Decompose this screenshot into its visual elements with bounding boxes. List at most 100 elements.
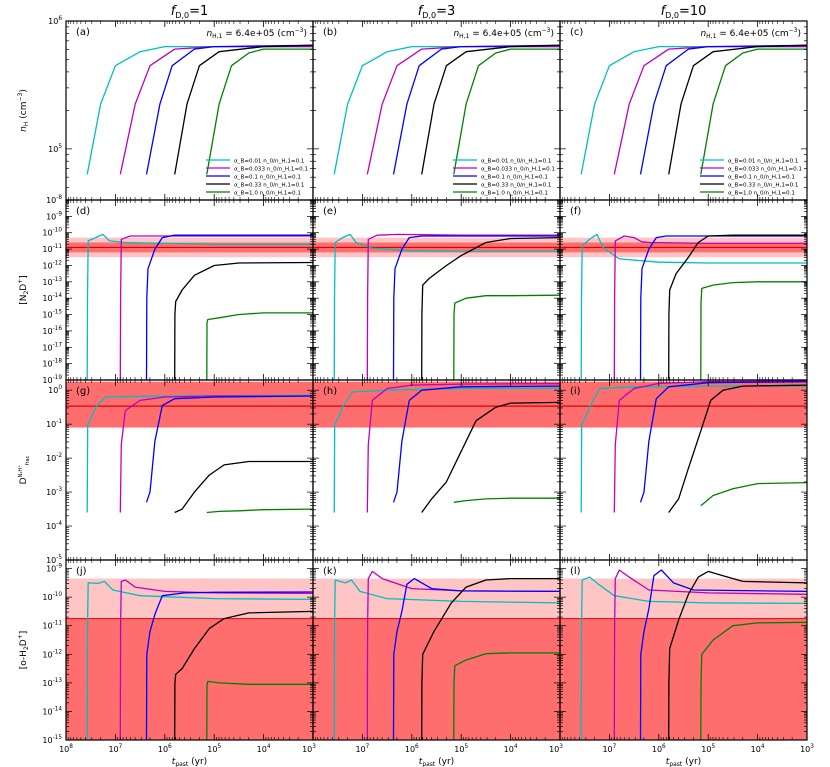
panel-frame (312, 199, 561, 381)
line-n2dp-2-1 (392, 235, 560, 381)
panel-label: (c) (570, 27, 583, 38)
line-n2dp-1-2 (613, 235, 807, 381)
line-oh2dp-4-0 (206, 680, 313, 741)
line-oh2dp-0-1 (333, 579, 561, 741)
panel-label: (k) (323, 566, 337, 577)
x-tick-label: 107 (108, 744, 122, 754)
legend-label: α_B=0.01 n_0/n_H,1=0.1 (234, 159, 305, 165)
legend-label: α_B=0.1 n_0/n_H,1=0.1 (234, 175, 301, 181)
y-tick-label: 10-17 (42, 342, 62, 352)
panel-label: (f) (570, 206, 581, 217)
line-oh2dp-2-2 (639, 569, 808, 741)
x-tick-label: 105 (207, 744, 221, 754)
column-title: fD,0=1 (171, 4, 209, 20)
x-tick-label: 104 (257, 744, 271, 754)
line-nh-1-1 (366, 45, 560, 175)
nh1-annotation: nH,1 = 6.4e+05 (cm−3) (206, 27, 307, 40)
y-tick-label: 10-18 (42, 359, 62, 369)
line-oh2dp-1-2 (613, 569, 808, 741)
y-tick-label: 10-11 (42, 621, 62, 631)
y-axis-label: DN₂H⁺frac (18, 455, 31, 484)
line-dfrac-4-0 (206, 508, 314, 514)
legend-label: α_B=0.33 n_0/n_H,1=0.1 (728, 183, 799, 189)
column-title: fD,0=10 (661, 4, 707, 20)
line-nh-3-0 (174, 44, 314, 175)
line-dfrac-4-2 (700, 481, 808, 507)
y-tick-label: 10-19 (42, 375, 62, 385)
y-tick-label: 10-14 (42, 706, 62, 716)
observation-bands (66, 237, 807, 740)
line-nh-1-2 (613, 45, 807, 175)
line-dfrac-3-2 (668, 384, 808, 513)
x-axis-label: tpast (yr) (419, 757, 454, 767)
line-nh-1-0 (119, 45, 313, 175)
line-n2dp-0-2 (580, 233, 807, 381)
x-tick-label: 108 (59, 744, 73, 754)
y-tick-label: 10-10 (42, 228, 62, 238)
y-axis-label-text: nH (cm−3) (17, 89, 30, 132)
x-tick-label: 105 (701, 744, 715, 754)
line-dfrac-3-0 (174, 460, 313, 514)
y-axis-label: [N2D+] (17, 275, 30, 305)
x-tick-label: 107 (355, 744, 369, 754)
panel-label: (h) (323, 386, 337, 397)
band-dfrac (66, 381, 313, 428)
panel-label: (b) (323, 27, 337, 38)
y-tick-label: 10-10 (42, 592, 62, 602)
legend-label: α_B=0.033 n_0/n_H,1=0.1 (728, 167, 802, 173)
line-nh-2-1 (392, 44, 561, 175)
line-oh2dp-3-2 (668, 570, 808, 741)
y-tick-label: 10-8 (46, 195, 62, 205)
nh1-annotation: nH,1 = 6.4e+05 (cm−3) (453, 27, 554, 40)
axes (65, 20, 808, 741)
y-axis-label: nH (cm−3) (17, 89, 30, 132)
panel-label: (j) (76, 566, 87, 577)
line-dfrac-1-0 (119, 395, 313, 513)
legend-label: α_B=1.0 n_0/n_H,1=0.1 (234, 191, 301, 197)
x-tick-label: 103 (800, 744, 814, 754)
line-nh-2-2 (639, 44, 808, 175)
line-n2dp-3-2 (668, 234, 807, 381)
line-n2dp-1-1 (366, 233, 560, 381)
y-tick-label: 10-11 (42, 244, 62, 254)
panel-label: (e) (323, 206, 337, 217)
band-light-oh2dp (560, 578, 807, 619)
legend-label: α_B=0.33 n_0/n_H,1=0.1 (234, 183, 305, 189)
y-axis-label-text: DN₂H⁺frac (18, 455, 31, 484)
line-oh2dp-0-0 (86, 580, 314, 741)
panel-frame (559, 199, 808, 381)
line-nh-2-0 (145, 44, 314, 175)
line-dfrac-2-1 (392, 385, 561, 503)
line-oh2dp-3-0 (174, 610, 314, 741)
panel-label: (g) (76, 386, 90, 397)
y-tick-label: 105 (48, 144, 62, 154)
line-n2dp-1-0 (119, 235, 313, 381)
x-tick-label: 104 (751, 744, 765, 754)
panel-label: (d) (76, 206, 90, 217)
legend-label: α_B=0.033 n_0/n_H,1=0.1 (481, 167, 555, 173)
line-n2dp-2-0 (145, 234, 313, 381)
legend-label: α_B=0.1 n_0/n_H,1=0.1 (481, 175, 548, 181)
x-tick-label: 105 (454, 744, 468, 754)
y-tick-label: 10-15 (42, 310, 62, 320)
y-tick-label: 10-3 (46, 487, 62, 497)
line-oh2dp-0-2 (580, 576, 808, 741)
data-series (86, 44, 808, 741)
line-dfrac-0-2 (580, 385, 807, 513)
band-dark-oh2dp (66, 618, 313, 740)
y-tick-label: 10-1 (46, 419, 62, 429)
panel-label: (l) (570, 566, 581, 577)
line-n2dp-4-0 (206, 312, 313, 381)
y-tick-label: 10-16 (42, 326, 62, 336)
band-light-oh2dp (313, 578, 560, 619)
line-dfrac-4-1 (453, 497, 560, 503)
y-tick-label: 10-13 (42, 678, 62, 688)
legend-label: α_B=1.0 n_0/n_H,1=0.1 (728, 191, 795, 197)
column-title: fD,0=3 (418, 4, 456, 20)
legend-label: α_B=0.33 n_0/n_H,1=0.1 (481, 183, 552, 189)
y-tick-label: 10-2 (46, 453, 62, 463)
nh1-annotation: nH,1 = 6.4e+05 (cm−3) (700, 27, 801, 40)
line-n2dp-3-0 (174, 261, 314, 381)
legend-label: α_B=0.01 n_0/n_H,1=0.1 (481, 159, 552, 165)
